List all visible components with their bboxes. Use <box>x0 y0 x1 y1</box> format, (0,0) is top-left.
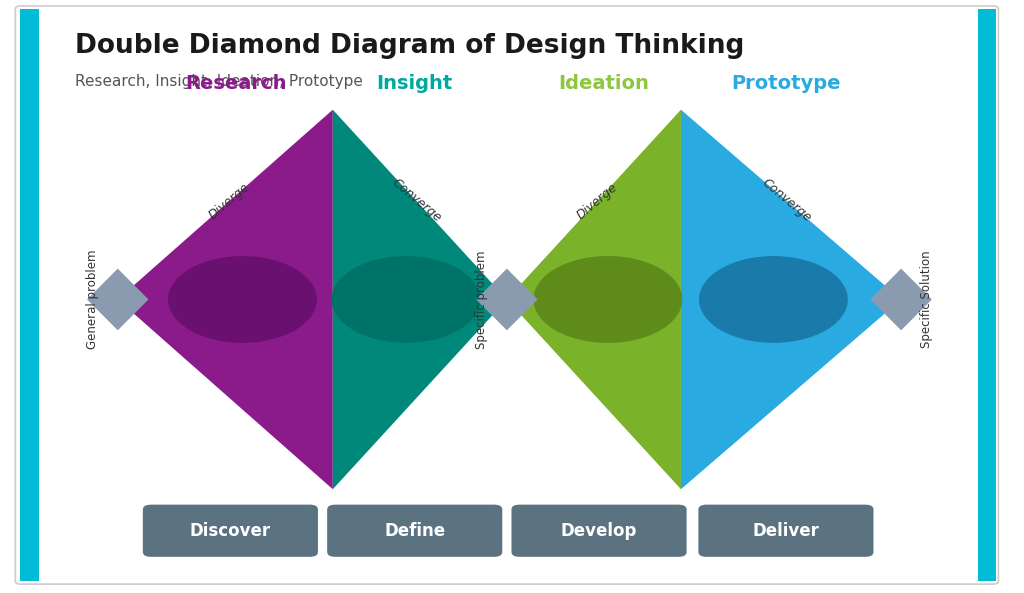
Circle shape <box>699 257 847 342</box>
Circle shape <box>535 257 682 342</box>
Text: Specific problem: Specific problem <box>475 250 487 349</box>
Text: Ideation: Ideation <box>559 74 649 93</box>
Text: Develop: Develop <box>561 522 637 540</box>
Circle shape <box>169 257 316 342</box>
Polygon shape <box>476 269 538 330</box>
FancyBboxPatch shape <box>698 505 873 557</box>
Text: Double Diamond Diagram of Design Thinking: Double Diamond Diagram of Design Thinkin… <box>75 33 744 59</box>
Text: General problem: General problem <box>86 250 98 349</box>
Text: Converge: Converge <box>389 177 443 225</box>
Text: Deliver: Deliver <box>753 522 819 540</box>
Bar <box>978 9 996 581</box>
Bar <box>20 9 39 581</box>
Text: Specific Solution: Specific Solution <box>921 251 933 348</box>
Text: Diverge: Diverge <box>574 180 621 222</box>
Text: Insight: Insight <box>377 74 453 93</box>
Text: Research: Research <box>184 74 287 93</box>
Text: Research, Insight, Ideation, Prototype: Research, Insight, Ideation, Prototype <box>75 74 362 89</box>
Polygon shape <box>333 110 507 489</box>
Text: Diverge: Diverge <box>207 180 253 222</box>
FancyBboxPatch shape <box>512 505 687 557</box>
FancyBboxPatch shape <box>15 6 998 584</box>
Polygon shape <box>118 110 333 489</box>
Text: Converge: Converge <box>760 177 814 225</box>
Text: Prototype: Prototype <box>731 74 841 93</box>
Polygon shape <box>87 269 148 330</box>
Polygon shape <box>507 110 681 489</box>
Text: Define: Define <box>384 522 445 540</box>
FancyBboxPatch shape <box>143 505 317 557</box>
Text: Discover: Discover <box>189 522 271 540</box>
Polygon shape <box>870 269 932 330</box>
Polygon shape <box>681 110 901 489</box>
Circle shape <box>332 257 479 342</box>
FancyBboxPatch shape <box>328 505 502 557</box>
